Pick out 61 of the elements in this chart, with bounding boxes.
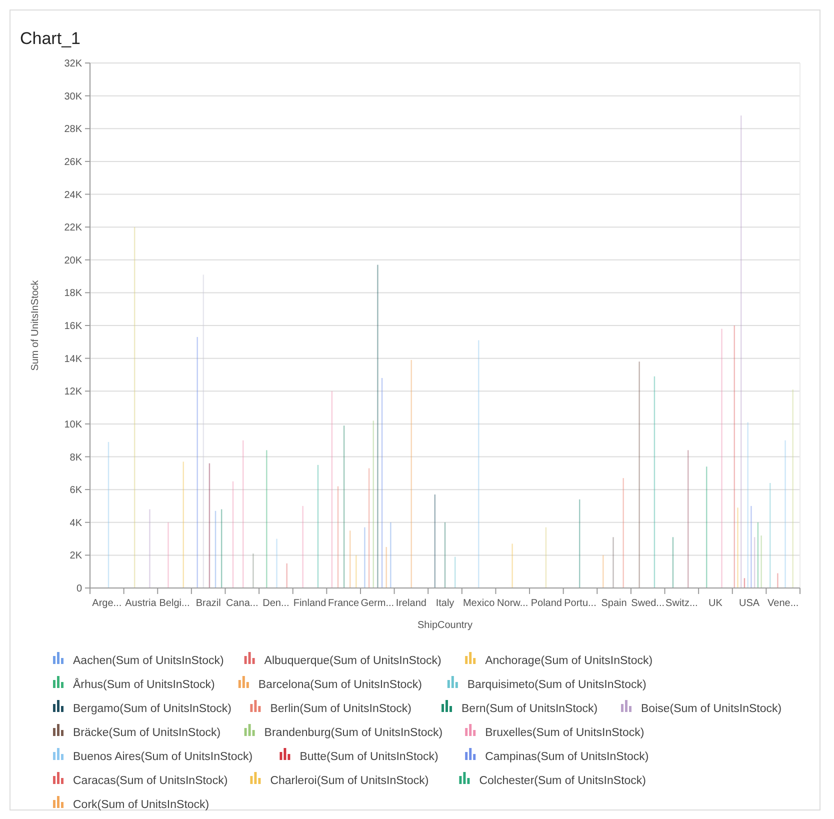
- legend-label: Bern(Sum of UnitsInStock): [462, 703, 598, 716]
- x-tick-label: Poland: [530, 598, 562, 609]
- x-tick-label: Germ...: [360, 598, 394, 609]
- legend-label: Cork(Sum of UnitsInStock): [73, 799, 210, 812]
- y-tick-label: 32K: [64, 58, 82, 70]
- legend-label: Bräcke(Sum of UnitsInStock): [73, 727, 221, 740]
- x-tick-label: Swed...: [631, 598, 665, 609]
- x-tick-label: Vene...: [768, 598, 799, 609]
- legend-label: Campinas(Sum of UnitsInStock): [485, 751, 649, 764]
- x-tick-label: Brazil: [196, 598, 221, 609]
- x-tick-label: Italy: [436, 598, 454, 609]
- y-tick-label: 2K: [70, 550, 82, 562]
- x-tick-label: Den...: [262, 598, 290, 609]
- x-tick-label: Arge...: [92, 598, 122, 609]
- y-axis-title: Sum of UnitsInStock: [30, 279, 41, 371]
- legend-label: Bergamo(Sum of UnitsInStock): [73, 703, 232, 716]
- y-tick-label: 4K: [70, 518, 82, 529]
- legend-label: Buenos Aires(Sum of UnitsInStock): [73, 751, 253, 764]
- x-tick-label: Belgi...: [159, 598, 190, 609]
- x-tick-label: France: [328, 598, 360, 609]
- legend-label: Bruxelles(Sum of UnitsInStock): [485, 727, 644, 740]
- x-tick-label: Spain: [601, 598, 627, 609]
- y-tick-label: 24K: [64, 190, 82, 201]
- y-tick-label: 16K: [64, 321, 82, 332]
- x-tick-label: Norw...: [497, 598, 528, 609]
- legend-label: Albuquerque(Sum of UnitsInStock): [264, 655, 442, 668]
- legend-label: Brandenburg(Sum of UnitsInStock): [264, 727, 443, 740]
- y-tick-label: 8K: [70, 452, 82, 464]
- legend-label: Colchester(Sum of UnitsInStock): [479, 775, 646, 788]
- legend-label: Caracas(Sum of UnitsInStock): [73, 775, 228, 788]
- x-tick-label: Portu...: [564, 598, 596, 609]
- legend-label: Charleroi(Sum of UnitsInStock): [270, 775, 429, 788]
- x-tick-label: Ireland: [396, 598, 426, 609]
- legend-label: Aachen(Sum of UnitsInStock): [73, 655, 224, 668]
- y-tick-label: 26K: [64, 156, 82, 168]
- x-tick-label: Austria: [125, 598, 157, 609]
- legend-label: Berlin(Sum of UnitsInStock): [270, 703, 412, 716]
- y-tick-label: 0: [76, 584, 82, 594]
- x-tick-label: UK: [708, 598, 723, 609]
- y-tick-label: 20K: [64, 255, 82, 266]
- y-tick-label: 12K: [64, 386, 82, 398]
- y-tick-label: 14K: [64, 354, 82, 365]
- x-tick-label: Switz...: [666, 598, 698, 609]
- x-tick-label: Finland: [293, 598, 326, 609]
- chart-title: Chart_1: [20, 29, 80, 48]
- legend-label: Boise(Sum of UnitsInStock): [641, 703, 782, 716]
- x-axis-title: ShipCountry: [417, 620, 473, 631]
- y-tick-label: 6K: [70, 485, 82, 496]
- y-tick-label: 10K: [64, 419, 82, 430]
- legend-label: Butte(Sum of UnitsInStock): [300, 751, 439, 764]
- legend-label: Barquisimeto(Sum of UnitsInStock): [467, 679, 647, 692]
- y-tick-label: 28K: [64, 124, 82, 136]
- legend-label: Århus(Sum of UnitsInStock): [73, 677, 216, 692]
- x-tick-label: USA: [739, 598, 760, 609]
- x-tick-label: Mexico: [462, 598, 496, 609]
- legend-label: Barcelona(Sum of UnitsInStock): [258, 679, 422, 692]
- legend-label: Anchorage(Sum of UnitsInStock): [485, 655, 653, 668]
- y-tick-label: 30K: [64, 91, 82, 102]
- y-tick-label: 18K: [64, 288, 82, 300]
- y-tick-label: 22K: [64, 222, 82, 234]
- x-tick-label: Cana...: [226, 598, 258, 609]
